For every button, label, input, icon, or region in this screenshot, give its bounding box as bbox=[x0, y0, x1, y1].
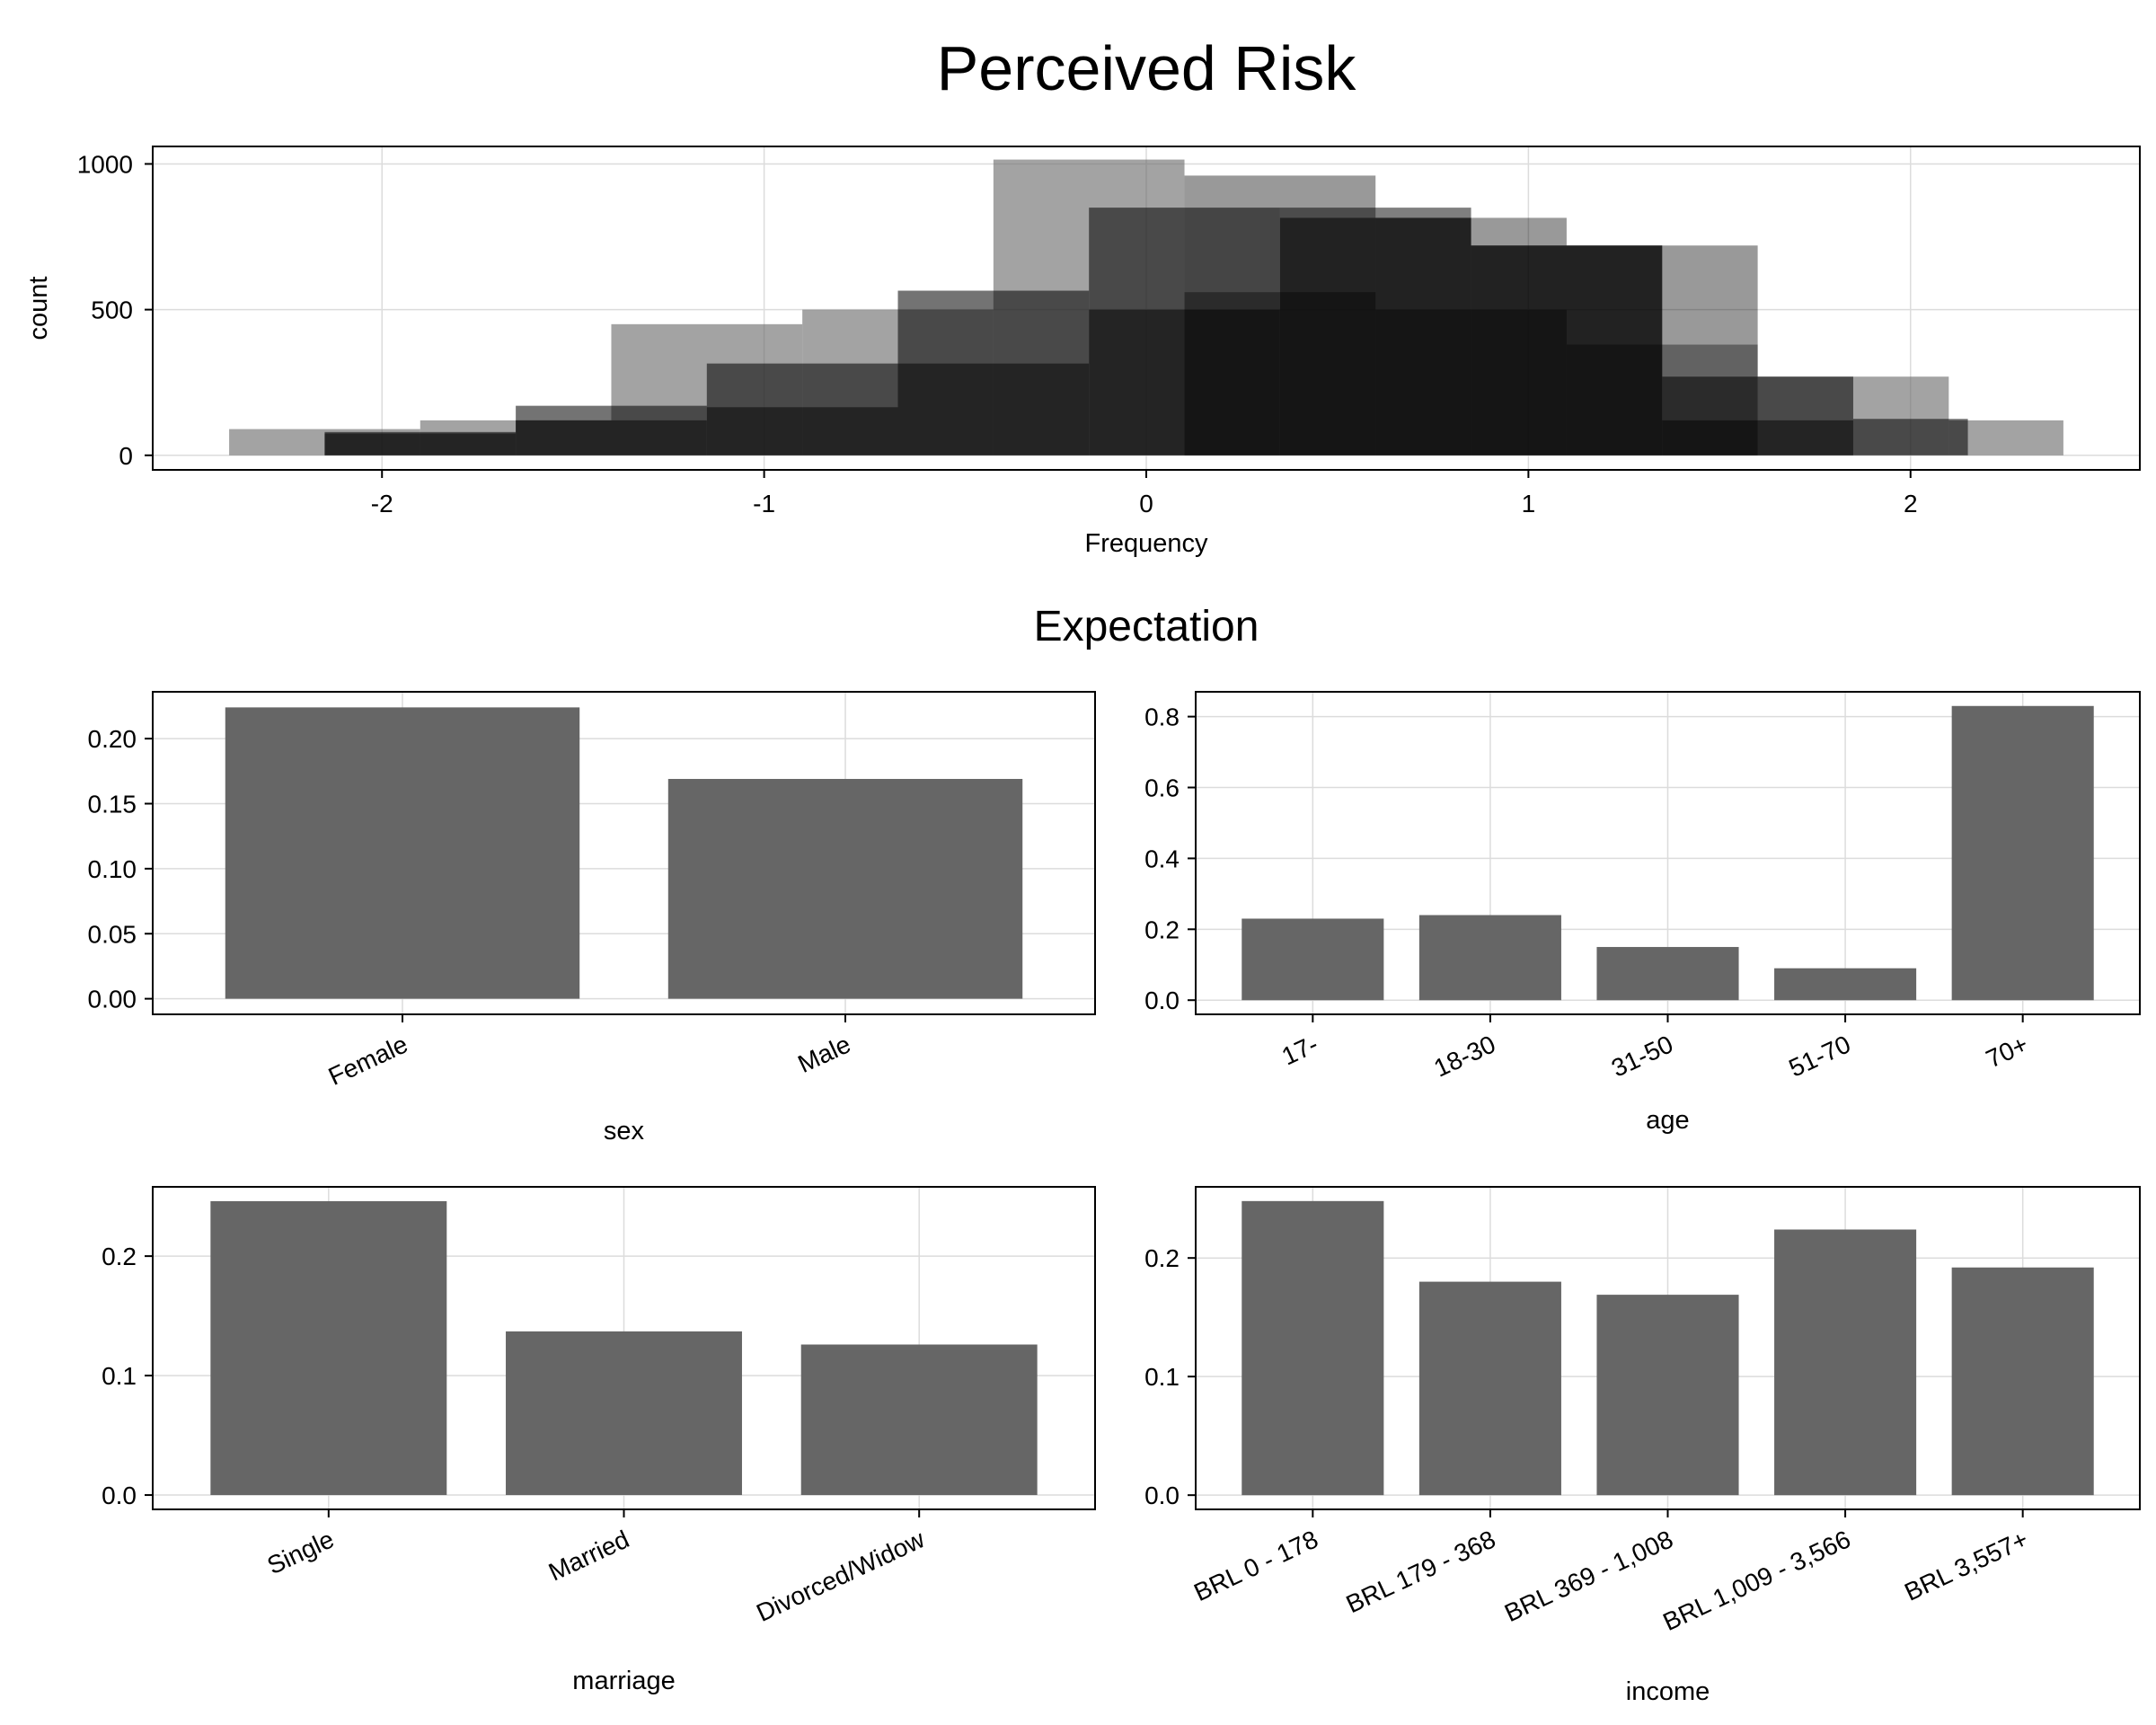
bar-male bbox=[667, 778, 1023, 999]
x-tick-label: 51-70 bbox=[1785, 1030, 1855, 1082]
x-axis-label: sex bbox=[604, 1117, 645, 1146]
y-tick-label: 0.0 bbox=[102, 1482, 137, 1509]
y-tick-label: 0.2 bbox=[1144, 1244, 1180, 1272]
bar-brl-1-009-3-566 bbox=[1774, 1229, 1917, 1496]
bar-panel-income: BRL 0 - 178 BRL 179 - 368 BRL 369 - 1,008B… bbox=[1144, 1186, 2141, 1706]
y-tick-label: 0.2 bbox=[102, 1243, 137, 1270]
x-tick-label: Female bbox=[324, 1030, 412, 1091]
histogram-bar bbox=[706, 407, 898, 456]
y-tick-label: 0.0 bbox=[1144, 986, 1180, 1014]
histogram-panel: -2 -1 0 1 2 0 500 1000 Frequency count bbox=[24, 146, 2141, 558]
x-axis-label: Frequency bbox=[1084, 529, 1208, 558]
x-tick-label: -2 bbox=[371, 490, 393, 518]
x-axis-label: age bbox=[1646, 1106, 1689, 1135]
plot-frame bbox=[152, 691, 1096, 1015]
histogram-bar bbox=[1471, 245, 1663, 456]
x-tick-label: BRL 3,557+ bbox=[1900, 1525, 2032, 1606]
y-tick-label: 0.20 bbox=[88, 725, 137, 753]
x-axis-label: income bbox=[1626, 1677, 1710, 1706]
x-tick-label: 17- bbox=[1277, 1030, 1322, 1070]
x-tick-label: 31-50 bbox=[1607, 1030, 1677, 1082]
bar-panel-marriage: Single Married Divorced/Widow 0.0 0.1 0.2 marr… bbox=[102, 1186, 1096, 1695]
y-tick-label: 0.00 bbox=[88, 986, 137, 1013]
x-tick-label: 18-30 bbox=[1429, 1030, 1499, 1082]
x-tick-label: Male bbox=[793, 1030, 854, 1078]
bar-18-30 bbox=[1418, 915, 1561, 1001]
bar-divorced-widow bbox=[800, 1344, 1038, 1496]
y-tick-label: 0.1 bbox=[102, 1362, 137, 1390]
x-tick-label: Married bbox=[544, 1525, 633, 1586]
y-tick-label: 0.0 bbox=[1144, 1482, 1180, 1509]
histogram-bar bbox=[516, 420, 707, 456]
bar-brl-179-368 bbox=[1418, 1281, 1561, 1496]
histogram-series-3 bbox=[324, 208, 1853, 456]
x-tick-label: Divorced/Widow bbox=[752, 1525, 929, 1627]
bar-brl-0-178 bbox=[1241, 1200, 1384, 1496]
bar-brl-369-1-008 bbox=[1596, 1295, 1739, 1496]
x-tick-label: BRL 179 - 368 bbox=[1342, 1525, 1500, 1618]
bar-panel-age: 17- 18-30 31-50 51-70 70+ 0.0 0.2 0.4 0.6 0.8 age bbox=[1144, 691, 2141, 1135]
histogram-bar bbox=[1566, 245, 1758, 456]
x-tick-label: 2 bbox=[1904, 490, 1918, 518]
y-tick-label: 0.2 bbox=[1144, 916, 1180, 943]
histogram-bar bbox=[1184, 175, 1376, 456]
x-tick-label: -1 bbox=[753, 490, 775, 518]
x-tick-label: 1 bbox=[1522, 490, 1536, 518]
x-tick-label: BRL 1,009 - 3,566 bbox=[1658, 1525, 1854, 1636]
y-tick-label: 0.10 bbox=[88, 855, 137, 883]
histogram-bar bbox=[324, 433, 517, 456]
histogram-bar bbox=[1852, 419, 1968, 456]
section-title: Expectation bbox=[1034, 603, 1259, 650]
histogram-bar bbox=[1279, 208, 1471, 456]
y-tick-label: 0.05 bbox=[88, 920, 137, 948]
y-tick-label: 0.4 bbox=[1144, 845, 1180, 872]
histogram-bar bbox=[1375, 217, 1567, 456]
x-tick-label: 70+ bbox=[1982, 1030, 2032, 1073]
bar-70- bbox=[1951, 705, 2094, 1001]
x-tick-label: 0 bbox=[1139, 490, 1153, 518]
bar-51-70 bbox=[1774, 968, 1917, 1001]
y-tick-label: 0.1 bbox=[1144, 1363, 1180, 1391]
bar-married bbox=[506, 1331, 742, 1496]
x-axis-label: marriage bbox=[572, 1667, 675, 1695]
y-tick-label: 0.15 bbox=[88, 790, 137, 818]
bar-single bbox=[210, 1200, 447, 1496]
bar-31-50 bbox=[1596, 947, 1739, 1001]
y-tick-label: 500 bbox=[91, 296, 133, 324]
x-tick-label: BRL 369 - 1,008 bbox=[1500, 1525, 1677, 1627]
histogram-bar bbox=[897, 363, 1090, 456]
histogram-bar bbox=[1089, 309, 1280, 456]
x-tick-label: BRL 0 - 178 bbox=[1189, 1525, 1322, 1606]
charts: -2 -1 0 1 2 0 500 1000 Frequency count Female Male 0… bbox=[24, 146, 2141, 1706]
x-tick-label: Single bbox=[263, 1525, 339, 1579]
bar-panel-sex: Female Male 0.00 0.05 0.10 0.15 0.20 sex bbox=[88, 691, 1096, 1146]
main-title: Perceived Risk bbox=[937, 33, 1357, 103]
y-tick-label: 0.8 bbox=[1144, 703, 1180, 731]
bar-17- bbox=[1241, 918, 1384, 1001]
histogram-bar bbox=[1662, 420, 1853, 456]
histogram-series-4 bbox=[1184, 175, 1758, 456]
y-axis-label: count bbox=[24, 277, 53, 341]
bar-female bbox=[225, 707, 580, 999]
y-tick-label: 0.6 bbox=[1144, 774, 1180, 802]
y-tick-label: 0 bbox=[119, 442, 133, 470]
bar-brl-3-557- bbox=[1951, 1267, 2094, 1496]
y-tick-label: 1000 bbox=[77, 150, 133, 178]
